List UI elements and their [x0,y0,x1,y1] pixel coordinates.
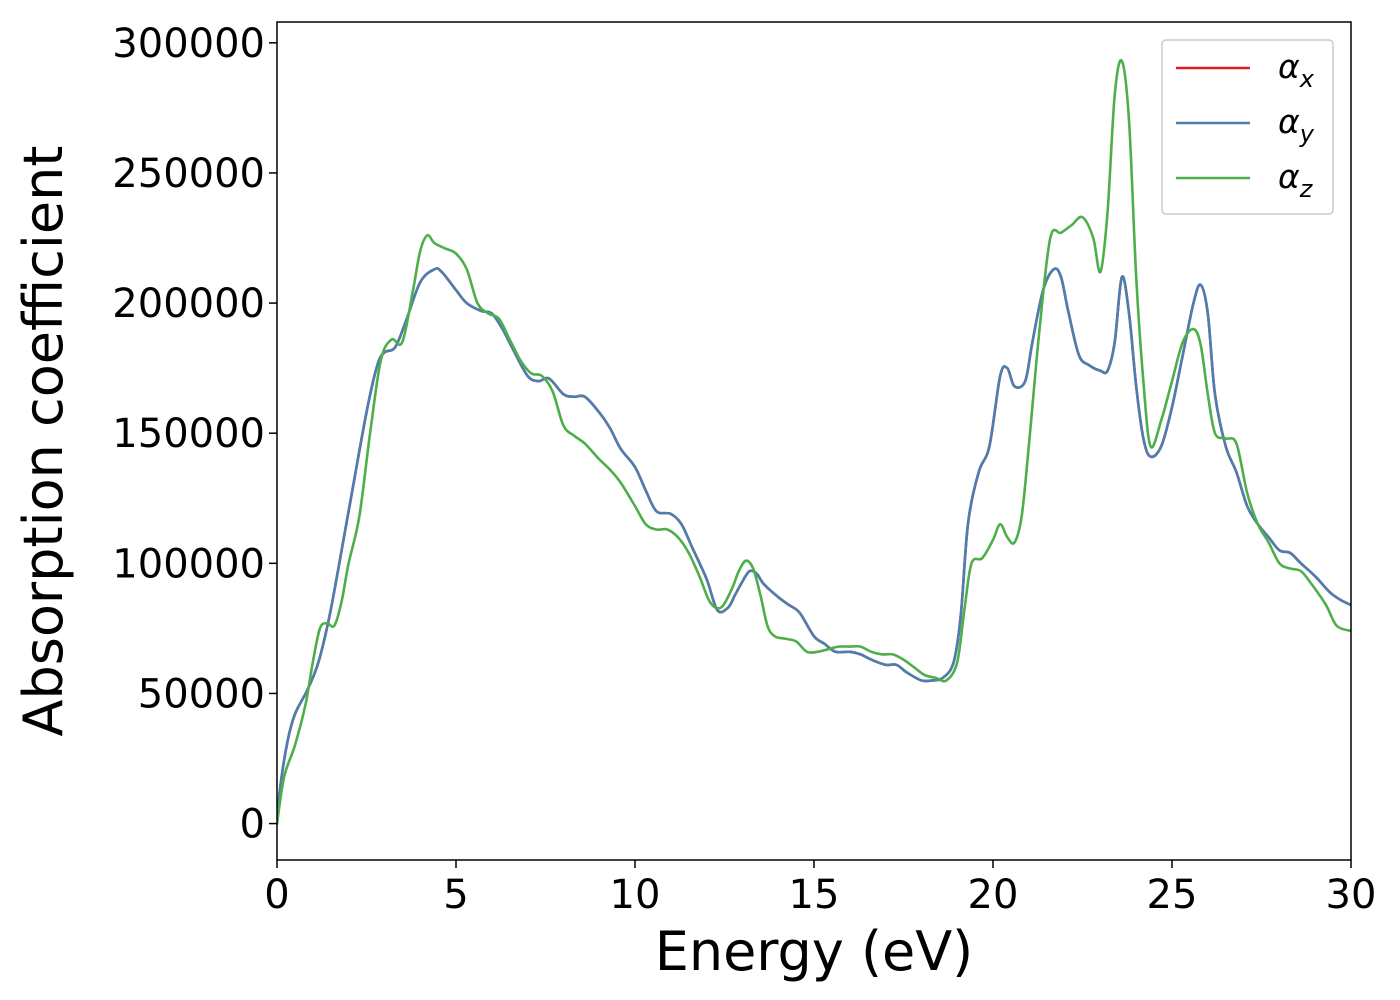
legend-label-y: αy [1278,102,1315,148]
legend-label-z: αz [1278,157,1314,203]
x-tick-label: 20 [968,872,1019,918]
x-tick-label: 15 [789,872,840,918]
y-tick-label: 50000 [138,671,265,717]
legend-box [1161,39,1334,215]
legend-label-x: αx [1278,47,1315,93]
x-tick-label: 5 [443,872,468,918]
series-line-x [277,267,1351,825]
y-tick-label: 0 [240,802,265,848]
x-axis-title: Energy (eV) [655,920,974,983]
x-tick-label: 25 [1147,872,1198,918]
y-tick-label: 100000 [112,541,265,587]
series-layer [277,58,1351,825]
series-line-y [277,267,1351,825]
y-tick-label: 300000 [112,21,265,67]
y-tick-label: 250000 [112,151,265,197]
x-tick-label: 0 [264,872,289,918]
y-tick-label: 200000 [112,281,265,327]
x-tick-label: 10 [610,872,661,918]
legend: αx αy αz [1161,39,1334,215]
x-axis: 0 5 10 15 20 25 30 [264,860,1376,918]
y-axis-title: Absorption coefficient [12,146,75,737]
y-axis: 0 50000 100000 150000 200000 250000 300000 [112,21,277,848]
y-tick-label: 150000 [112,411,265,457]
series-line-z [277,58,1351,825]
x-tick-label: 30 [1326,872,1377,918]
